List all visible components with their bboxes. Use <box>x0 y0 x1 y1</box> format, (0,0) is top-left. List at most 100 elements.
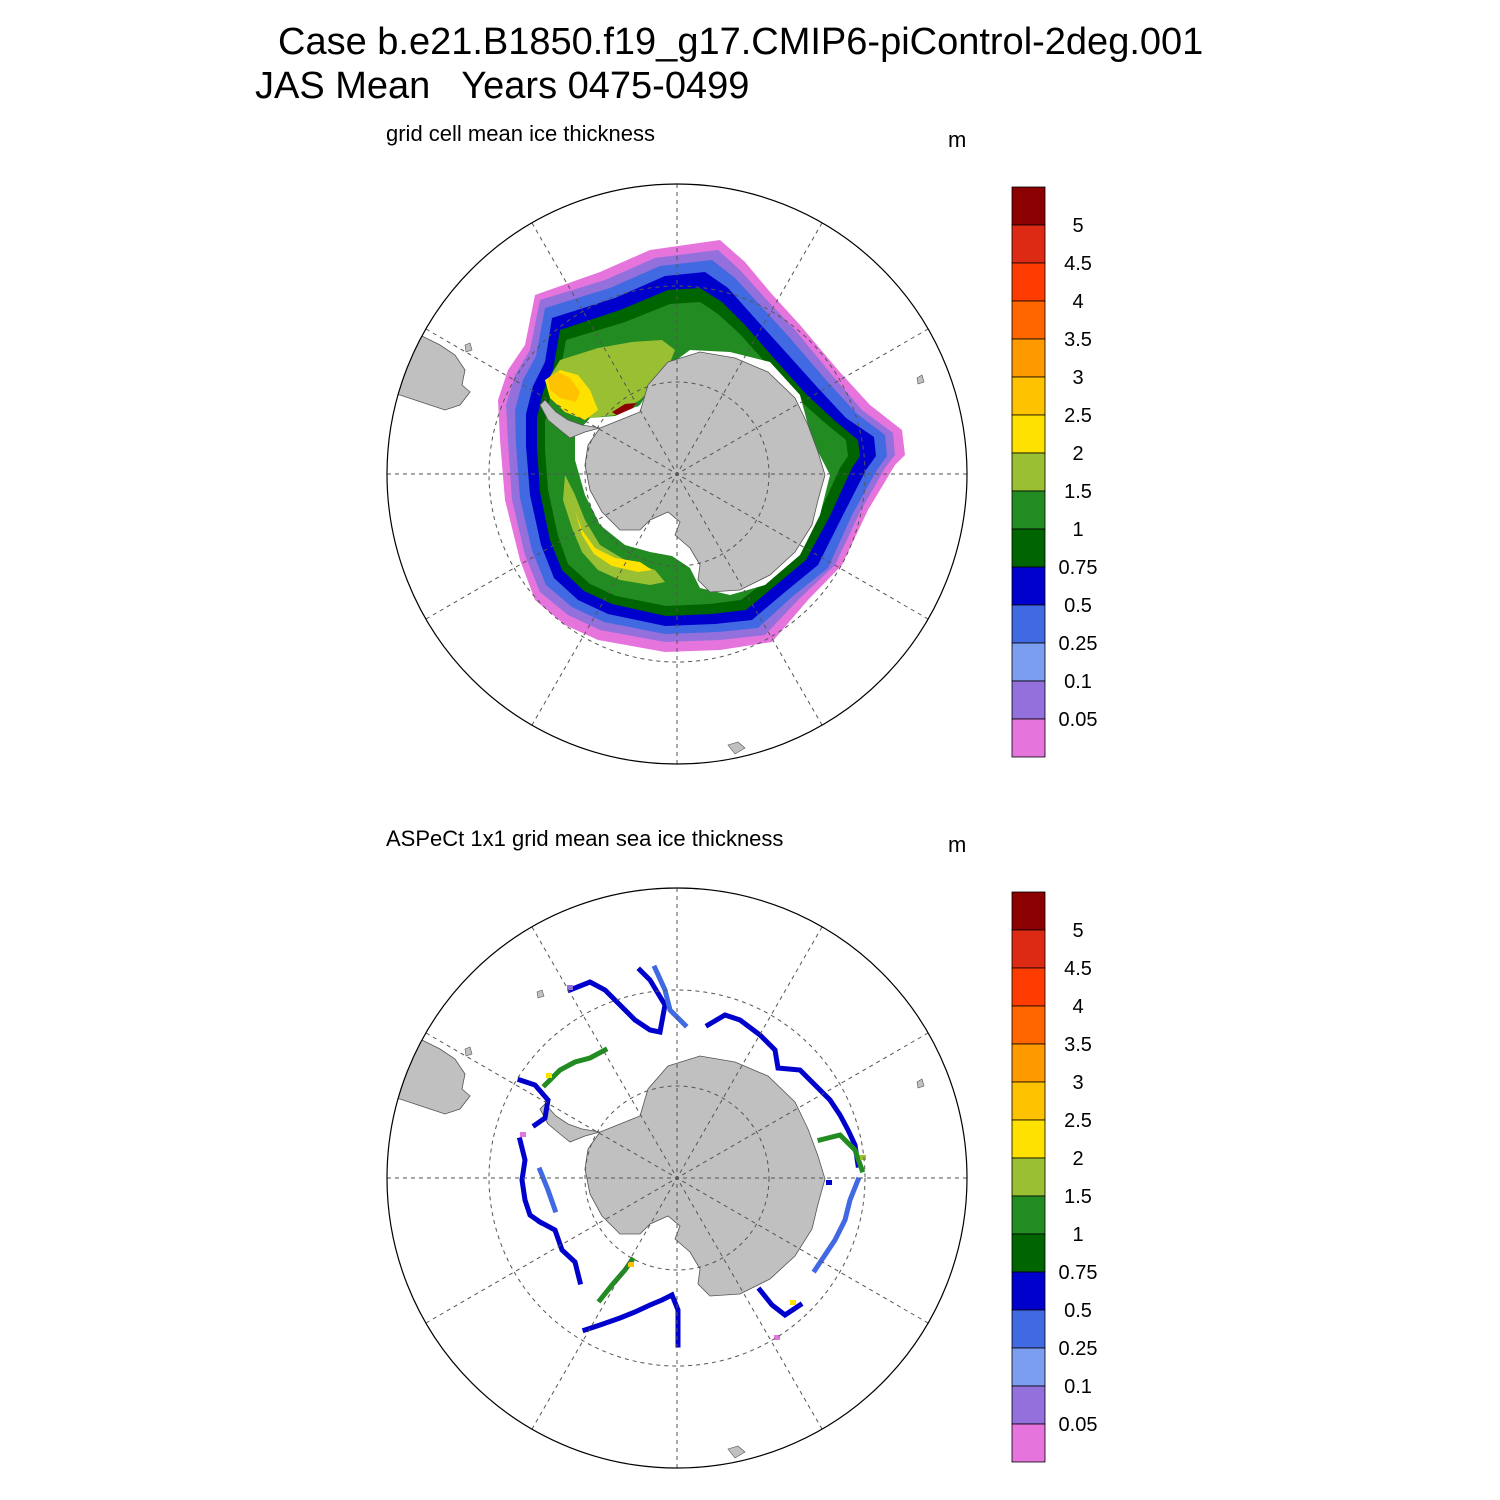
colorbar-swatch <box>1011 1347 1046 1387</box>
colorbar-label: 0.05 <box>1059 1414 1098 1436</box>
colorbar-label: 1.5 <box>1064 481 1092 503</box>
antarctic-peninsula <box>539 1103 601 1143</box>
panel-2-gridlines <box>387 888 967 1468</box>
ship-track <box>811 1176 862 1274</box>
colorbar-swatch <box>1011 1081 1046 1121</box>
ship-track <box>596 1256 636 1304</box>
colorbar-label: 0.25 <box>1059 633 1098 655</box>
colorbar-label: 4 <box>1072 996 1083 1018</box>
ship-track <box>516 1076 551 1129</box>
ship-track <box>516 1136 544 1226</box>
ship-track <box>541 1046 609 1089</box>
colorbar-label: 2.5 <box>1064 405 1092 427</box>
colorbar-swatch <box>1011 1005 1046 1045</box>
colorbar-swatch <box>1011 186 1046 226</box>
ship-track <box>536 1166 559 1214</box>
antarctic-peninsula <box>539 399 601 439</box>
ice-band-2.5 <box>548 372 580 402</box>
colorbar-label: 0.05 <box>1059 709 1098 731</box>
island <box>727 741 746 755</box>
colorbar-label: 3 <box>1072 1072 1083 1094</box>
island <box>464 342 473 353</box>
island <box>727 1445 746 1459</box>
colorbar-swatch <box>1011 1043 1046 1083</box>
colorbar-swatch <box>1011 224 1046 264</box>
panel-2-map <box>386 887 968 1469</box>
colorbar-swatch <box>1011 718 1046 758</box>
panel-2-title: ASPeCt 1x1 grid mean sea ice thickness <box>386 826 784 851</box>
colorbar-label: 5 <box>1072 215 1083 237</box>
colorbar-swatch <box>1011 929 1046 969</box>
ship-track-highlights <box>520 985 866 1340</box>
panel-2-colorbar: 5 4.5 4 3.5 3 2.5 2 1.5 1 0.75 0.5 0.25 0.1 0.05 <box>1011 891 1098 1463</box>
island <box>916 374 925 385</box>
colorbar-swatch <box>1011 1119 1046 1159</box>
panel-2-units: m <box>948 832 967 857</box>
colorbar-label: 1.5 <box>1064 1186 1092 1208</box>
island <box>464 1046 473 1057</box>
panel-1-gridlines <box>387 184 967 764</box>
colorbar-label: 0.25 <box>1059 1338 1098 1360</box>
colorbar-swatch <box>1011 1385 1046 1425</box>
panel-1-units: m <box>948 127 967 152</box>
colorbar-swatch <box>1011 604 1046 644</box>
ice-thick-red <box>612 403 636 416</box>
colorbar-swatch <box>1011 376 1046 416</box>
panel-1-colorbar: 5 4.5 4 3.5 3 2.5 2 1.5 1 0.75 0.5 0.25 0.1 0.05 <box>1011 186 1098 758</box>
panel-2-map-border <box>386 887 968 1469</box>
colorbar-swatch <box>1011 1157 1046 1197</box>
colorbar-label: 4.5 <box>1064 958 1092 980</box>
colorbar-swatch <box>1011 680 1046 720</box>
colorbar-swatch <box>1011 891 1046 931</box>
ship-track <box>536 1218 584 1286</box>
antarctica-landmass <box>584 351 826 593</box>
colorbar-label: 3.5 <box>1064 1034 1092 1056</box>
ice-band-2-b <box>575 510 652 572</box>
colorbar-label: 0.5 <box>1064 1300 1092 1322</box>
colorbar-label: 5 <box>1072 920 1083 942</box>
colorbar-label: 3 <box>1072 367 1083 389</box>
colorbar-label: 1 <box>1072 519 1083 541</box>
colorbar-label: 0.5 <box>1064 595 1092 617</box>
colorbar-swatch <box>1011 452 1046 492</box>
ship-tracks <box>516 964 866 1348</box>
colorbar-swatch <box>1011 528 1046 568</box>
colorbar-swatch <box>1011 967 1046 1007</box>
main-title: Case b.e21.B1850.f19_g17.CMIP6-piControl… <box>278 21 1204 63</box>
colorbar-swatch <box>1011 300 1046 340</box>
colorbar-label: 3.5 <box>1064 329 1092 351</box>
colorbar-swatch <box>1011 642 1046 682</box>
colorbar-label: 2.5 <box>1064 1110 1092 1132</box>
colorbar-swatch <box>1011 1309 1046 1349</box>
season-subtitle: JAS Mean Years 0475-0499 <box>255 65 750 107</box>
panel-1-map <box>386 183 968 765</box>
colorbar-label: 4.5 <box>1064 253 1092 275</box>
colorbar-swatch <box>1011 1233 1046 1273</box>
ship-track <box>566 966 668 1035</box>
colorbar-swatch <box>1011 262 1046 302</box>
antarctica-landmass <box>584 1055 826 1297</box>
colorbar-label: 0.75 <box>1059 557 1098 579</box>
colorbar-label: 0.75 <box>1059 1262 1098 1284</box>
colorbar-swatch <box>1011 414 1046 454</box>
island <box>536 989 545 999</box>
colorbar-label: 2 <box>1072 1148 1083 1170</box>
colorbar-label: 4 <box>1072 291 1083 313</box>
colorbar-swatch <box>1011 338 1046 378</box>
colorbar-label: 2 <box>1072 443 1083 465</box>
colorbar-swatch <box>1011 566 1046 606</box>
colorbar-swatch <box>1011 1195 1046 1235</box>
panel-1-map-border <box>386 183 968 765</box>
ship-track <box>581 1291 681 1348</box>
colorbar-swatch <box>1011 1271 1046 1311</box>
colorbar-label: 1 <box>1072 1224 1083 1246</box>
colorbar-label: 0.1 <box>1064 1376 1092 1398</box>
ice-band-1.5-b <box>563 475 665 585</box>
panel-1-title: grid cell mean ice thickness <box>386 121 656 146</box>
colorbar-label: 0.1 <box>1064 671 1092 693</box>
colorbar-swatch <box>1011 490 1046 530</box>
ship-track <box>756 1286 804 1319</box>
ship-track <box>816 1132 866 1174</box>
ship-track <box>704 1012 861 1168</box>
